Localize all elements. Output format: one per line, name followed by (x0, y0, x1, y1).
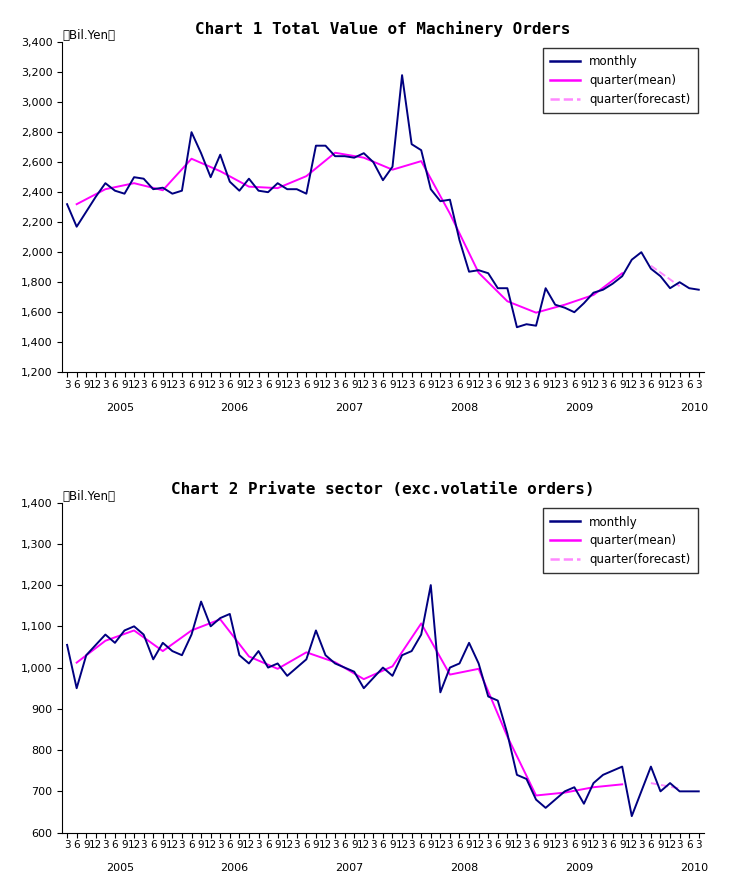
Text: 2008: 2008 (450, 403, 478, 413)
Text: 2009: 2009 (565, 864, 593, 873)
Title: Chart 2 Private sector (exc.volatile orders): Chart 2 Private sector (exc.volatile ord… (171, 482, 595, 497)
Text: （Bil.Yen）: （Bil.Yen） (62, 490, 115, 502)
Title: Chart 1 Total Value of Machinery Orders: Chart 1 Total Value of Machinery Orders (195, 21, 571, 37)
Text: 2006: 2006 (220, 864, 249, 873)
Text: 2010: 2010 (680, 864, 708, 873)
Text: 2010: 2010 (680, 403, 708, 413)
Text: （Bil.Yen）: （Bil.Yen） (62, 30, 115, 42)
Text: 2005: 2005 (106, 864, 134, 873)
Legend: monthly, quarter(mean), quarter(forecast): monthly, quarter(mean), quarter(forecast… (543, 509, 698, 573)
Text: 2007: 2007 (335, 864, 364, 873)
Legend: monthly, quarter(mean), quarter(forecast): monthly, quarter(mean), quarter(forecast… (543, 48, 698, 113)
Text: 2005: 2005 (106, 403, 134, 413)
Text: 2009: 2009 (565, 403, 593, 413)
Text: 2008: 2008 (450, 864, 478, 873)
Text: 2006: 2006 (220, 403, 249, 413)
Text: 2007: 2007 (335, 403, 364, 413)
